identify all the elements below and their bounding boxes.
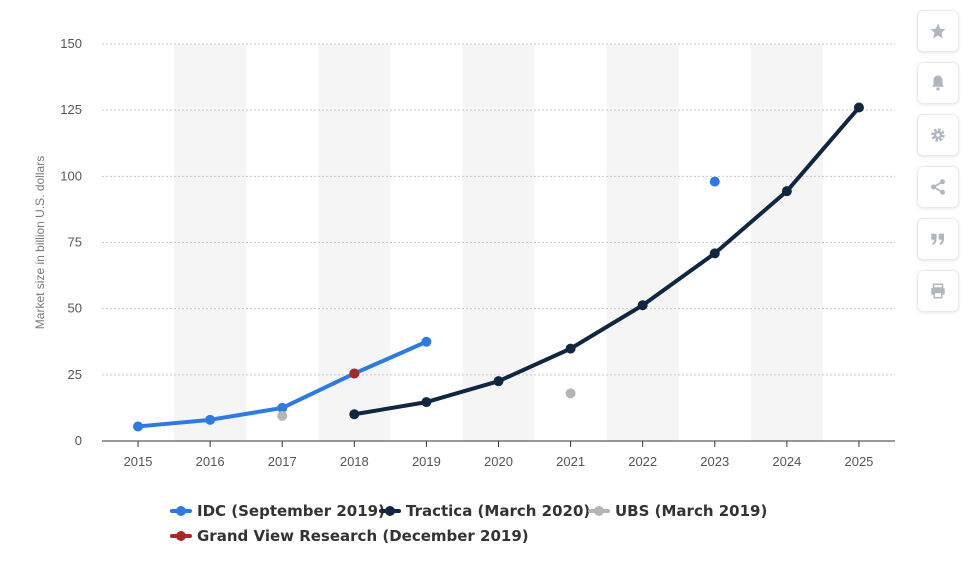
data-point[interactable] [709,248,720,259]
x-tick-label: 2020 [484,454,513,469]
series-1 [349,102,864,420]
cite-button[interactable] [917,218,959,260]
legend-swatch-dot [594,506,604,516]
x-tick-label: 2018 [340,454,369,469]
x-tick-label: 2025 [844,454,873,469]
y-tick-label: 125 [60,102,82,117]
x-tick-label: 2021 [556,454,585,469]
grid-lines [102,43,895,376]
data-point[interactable] [205,414,216,425]
legend[interactable]: IDC (September 2019) Tractica (March 2020… [170,502,767,545]
bell-icon [932,75,944,91]
data-point[interactable] [493,376,504,387]
legend-label: IDC (September 2019) [197,502,385,520]
print-button[interactable] [917,270,959,312]
settings-button[interactable] [917,114,959,156]
series-line [352,105,861,417]
legend-item-0[interactable]: IDC (September 2019) [170,502,385,520]
x-tick-label: 2017 [268,454,297,469]
series-3 [349,368,360,379]
series-2 [277,388,576,421]
chart-toolbar [917,10,961,322]
data-point[interactable] [565,343,576,354]
data-point[interactable] [349,368,360,379]
legend-item-3[interactable]: Grand View Research (December 2019) [170,527,529,545]
data-point[interactable] [781,186,792,197]
data-point[interactable] [853,102,864,113]
y-tick-label: 50 [68,301,82,316]
printer-icon [931,283,945,299]
x-tick-label: 2022 [628,454,657,469]
y-tick-label: 150 [60,36,82,51]
x-tick-label: 2015 [124,454,153,469]
y-tick-label: 100 [60,168,82,183]
y-axis-ticks: 0 25 50 75 100 125 150 [60,36,82,448]
y-axis-label: Market size in billion U.S. dollars [33,156,47,329]
x-axis-ticks: 2015 2016 2017 2018 2019 2020 2021 2022 2023 2024… [124,441,873,469]
favorite-button[interactable] [917,10,959,52]
x-tick-label: 2023 [700,454,729,469]
legend-swatch-dot [176,506,186,516]
data-point[interactable] [637,300,648,311]
data-point[interactable] [133,421,144,432]
market-size-chart: 0 25 50 75 100 125 150 2015 2016 2017 2018 2019 202… [33,36,895,545]
star-icon [930,23,946,39]
data-point[interactable] [565,388,576,399]
data-point[interactable] [421,336,432,347]
legend-item-2[interactable]: UBS (March 2019) [588,502,767,520]
legend-item-1[interactable]: Tractica (March 2020) [379,502,590,520]
notification-button[interactable] [917,62,959,104]
data-point[interactable] [349,409,360,420]
legend-swatch-dot [176,531,186,541]
legend-label: UBS (March 2019) [615,502,767,520]
y-tick-label: 0 [75,433,82,448]
legend-swatch-dot [385,506,395,516]
gear-icon [931,128,945,142]
data-point[interactable] [421,397,432,408]
x-tick-label: 2024 [772,454,801,469]
data-point[interactable] [709,176,720,187]
x-tick-label: 2016 [196,454,225,469]
quote-icon [931,233,944,245]
share-icon [931,179,945,195]
share-button[interactable] [917,166,959,208]
y-tick-label: 75 [68,235,82,250]
data-point[interactable] [277,410,288,421]
data-point[interactable] [277,402,288,413]
y-tick-label: 25 [68,367,82,382]
legend-label: Grand View Research (December 2019) [197,527,529,545]
legend-label: Tractica (March 2020) [406,502,590,520]
series-layer [133,102,864,432]
x-tick-label: 2019 [412,454,441,469]
